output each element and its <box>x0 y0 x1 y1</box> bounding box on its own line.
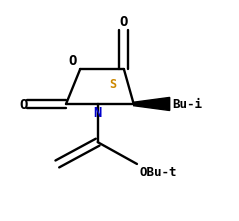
Text: S: S <box>109 78 116 91</box>
Polygon shape <box>134 97 170 110</box>
Text: N: N <box>93 106 102 120</box>
Text: O: O <box>120 15 128 29</box>
Text: O: O <box>68 54 77 69</box>
Text: OBu-t: OBu-t <box>139 166 177 179</box>
Text: O: O <box>20 98 28 112</box>
Text: Bu-i: Bu-i <box>172 98 202 111</box>
